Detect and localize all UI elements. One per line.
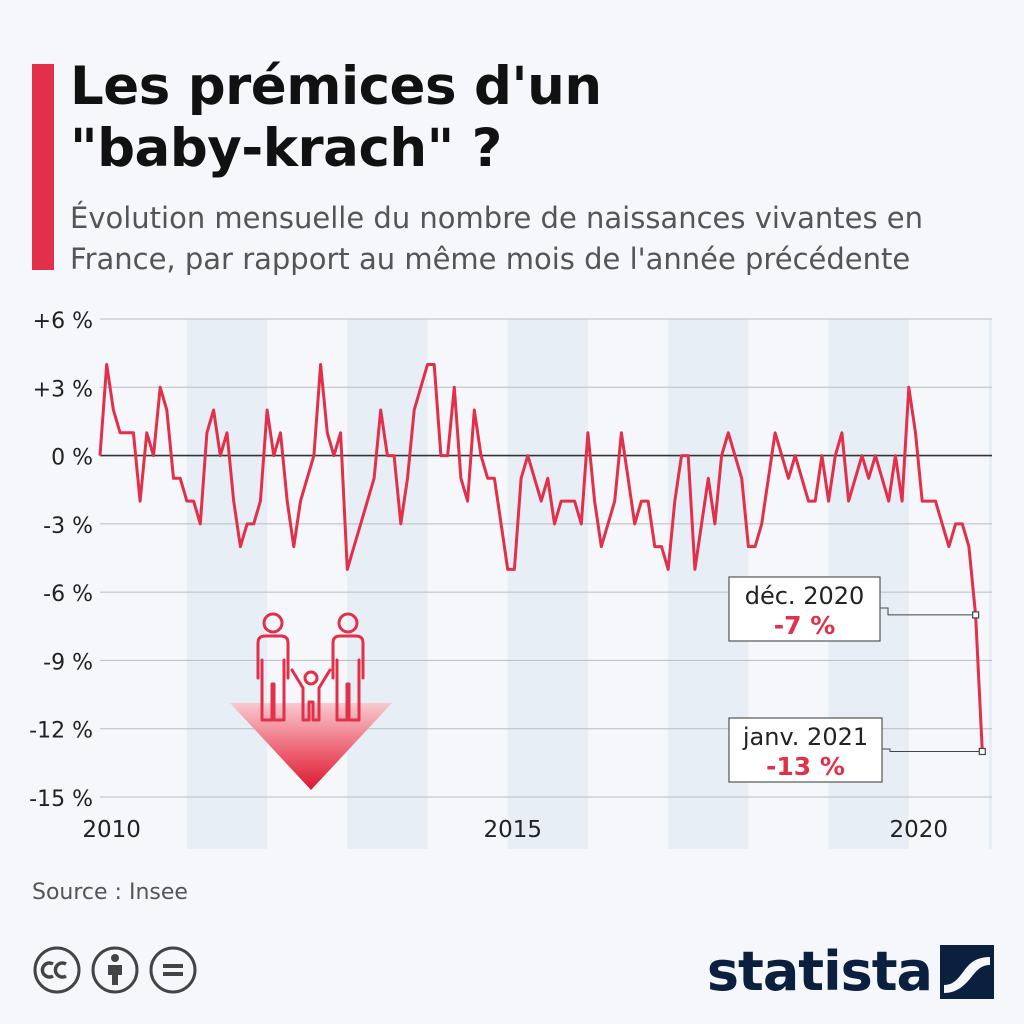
births-change-line (98, 363, 984, 752)
annotation-box (728, 717, 883, 783)
year-band-2015 (507, 319, 588, 849)
y-tick-label: 0 % (51, 446, 93, 471)
x-tick-label: 2020 (890, 817, 949, 843)
no-derivatives-icon[interactable] (148, 945, 198, 995)
annotation-box (728, 576, 881, 642)
x-tick-label: 2010 (82, 817, 141, 843)
title-accent-bar (32, 64, 54, 270)
y-tick-label: +6 % (33, 309, 93, 334)
annotation-value: -7 % (774, 611, 836, 640)
statista-logo[interactable]: statista (707, 940, 994, 1003)
x-tick-label: 2015 (483, 817, 542, 843)
annotation-marker (972, 611, 980, 619)
year-band-2021 (989, 319, 992, 849)
page-subtitle: Évolution mensuelle du nombre de naissan… (70, 198, 1010, 280)
family-decline-icon (230, 612, 392, 790)
license-icons (32, 945, 198, 995)
annotation-leader (882, 748, 983, 752)
annotation-date: déc. 2020 (745, 582, 865, 610)
year-band-2011 (186, 319, 268, 849)
y-tick-label: -3 % (43, 514, 93, 539)
source-note: Source : Insee (32, 880, 188, 905)
y-tick-label: -12 % (29, 719, 93, 744)
subtitle-line-1: Évolution mensuelle du nombre de naissan… (70, 201, 923, 235)
brand-name: statista (706, 940, 933, 1003)
title-line-1: Les prémices d'un (70, 56, 602, 117)
attribution-person-icon[interactable] (90, 945, 140, 995)
y-tick-label: -15 % (29, 787, 93, 812)
title-line-2: "baby-krach" ? (70, 118, 502, 179)
annotation-date: janv. 2021 (742, 723, 868, 751)
annotation-leader (880, 607, 976, 616)
line-chart: +6 % +3 % 0 % -3 % -6 % -9 % -12 % -15 % 2010 20… (29, 309, 992, 849)
statista-logo-icon (940, 944, 994, 999)
creative-commons-icon[interactable] (32, 945, 82, 995)
subtitle-line-2: France, par rapport au même mois de l'an… (70, 242, 911, 276)
annotation-marker (978, 747, 986, 756)
y-tick-label: -6 % (43, 582, 93, 607)
year-band-2013 (347, 319, 428, 849)
y-tick-label: -9 % (43, 650, 93, 675)
page-title: Les prémices d'un "baby-krach" ? (70, 56, 970, 180)
y-tick-label: +3 % (33, 377, 93, 402)
annotation-value: -13 % (766, 752, 845, 781)
